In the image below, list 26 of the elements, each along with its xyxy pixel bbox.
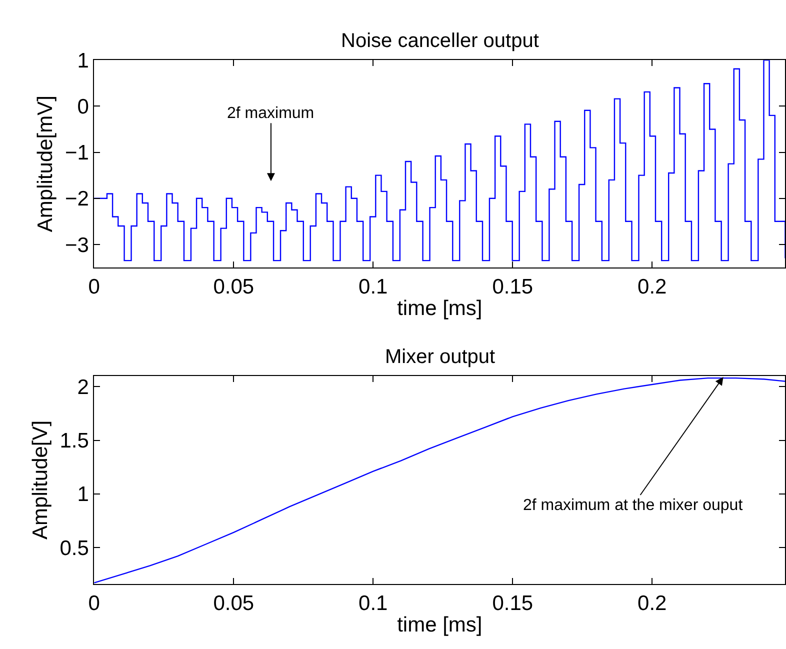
line-series [94,377,786,584]
x-tick-label: 0.2 [638,592,667,616]
x-tick-label: 0.05 [213,276,254,299]
x-axis-title: time [ms] [397,296,482,320]
x-axis-title: time [ms] [397,613,482,636]
x-tick-label: 0.1 [358,592,388,616]
chart-title: Mixer output [385,346,496,368]
y-tick-label: 0 [77,96,89,119]
y-tick-label: −2 [64,188,89,211]
x-tick-label: 0.15 [492,592,534,616]
y-axis-title: Amplitude[mV] [34,96,58,232]
x-tick-label: 0.05 [213,592,254,616]
x-tick-label: 0.15 [492,276,534,299]
y-tick-label: 1 [77,49,89,72]
y-axis-title: Amplitude[V] [28,420,52,540]
x-tick-label: 0.2 [638,276,667,299]
x-tick-label: 0.1 [358,276,388,299]
y-tick-label: 0.5 [60,536,89,560]
y-tick-label: 2 [77,376,89,400]
y-tick-label: −3 [64,234,89,257]
annotation: 2f maximum [227,105,314,122]
annotation: 2f maximum at the mixer ouput [523,497,744,514]
y-tick-label: −1 [64,142,89,165]
chart-title: Noise canceller output [341,30,540,52]
y-tick-label: 1.5 [60,430,89,453]
y-tick-label: 1 [77,483,89,506]
